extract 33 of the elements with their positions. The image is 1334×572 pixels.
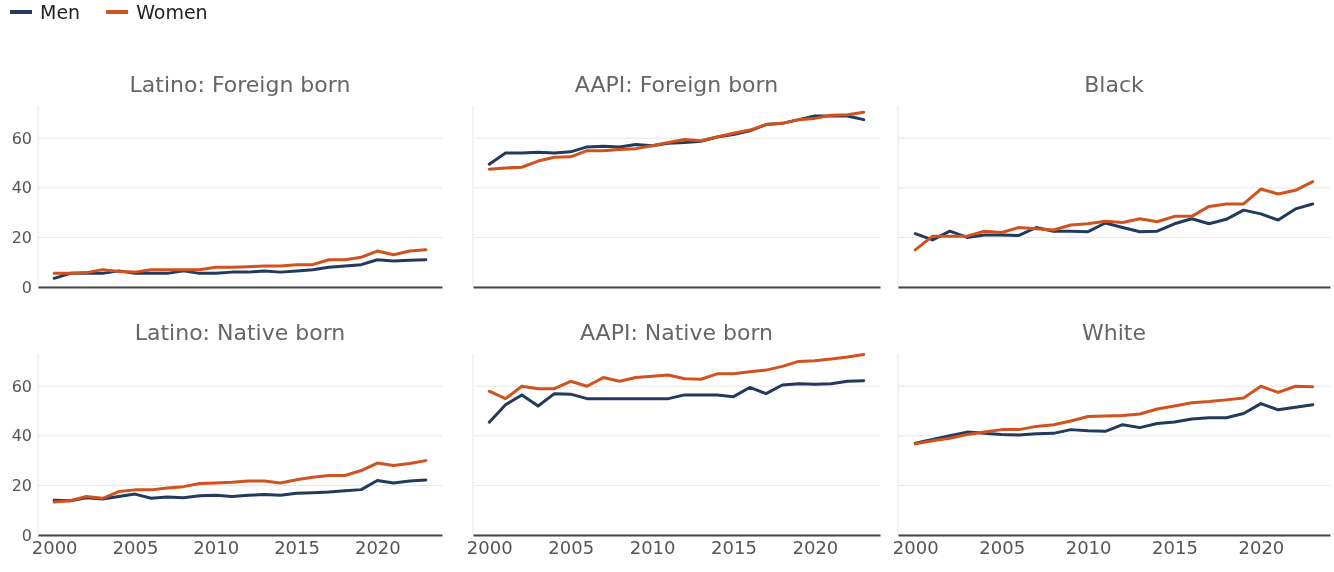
x-tick-label: 2015 bbox=[711, 537, 757, 559]
y-tick-label: 60 bbox=[11, 376, 32, 396]
chart-title: White bbox=[1082, 320, 1146, 345]
x-tick-label: 2015 bbox=[1152, 537, 1198, 559]
y-tick-label: 20 bbox=[11, 476, 32, 496]
x-tick-label: 2010 bbox=[1065, 537, 1112, 559]
legend-label: Women bbox=[136, 1, 208, 23]
chart-title: Latino: Foreign born bbox=[129, 72, 351, 97]
x-tick-label: 2000 bbox=[892, 537, 939, 559]
line-series bbox=[52, 459, 428, 504]
line-series bbox=[52, 248, 428, 275]
x-tick-label: 2005 bbox=[979, 537, 1026, 559]
x-tick-label: 2020 bbox=[354, 537, 401, 559]
y-tick-label: 0 bbox=[21, 525, 32, 545]
x-tick-label: 2010 bbox=[193, 537, 240, 559]
chart-title: Latino: Native born bbox=[134, 320, 346, 345]
y-tick-label: 0 bbox=[21, 277, 32, 297]
x-tick-label: 2020 bbox=[1238, 537, 1285, 559]
chart-title: AAPI: Native born bbox=[579, 320, 774, 345]
y-tick-label: 20 bbox=[11, 228, 32, 248]
x-tick-label: 2000 bbox=[466, 537, 513, 559]
x-tick-label: 2020 bbox=[792, 537, 839, 559]
x-tick-label: 2010 bbox=[629, 537, 676, 559]
x-tick-label: 2000 bbox=[31, 537, 78, 559]
y-tick-label: 60 bbox=[11, 128, 32, 148]
x-tick-label: 2015 bbox=[274, 537, 320, 559]
x-tick-label: 2005 bbox=[112, 537, 159, 559]
y-tick-label: 40 bbox=[11, 178, 32, 198]
chart-title: AAPI: Foreign born bbox=[574, 72, 779, 97]
x-tick-label: 2005 bbox=[548, 537, 595, 559]
legend-label: Men bbox=[40, 1, 81, 23]
chart-title: Black bbox=[1084, 72, 1145, 97]
y-tick-label: 40 bbox=[11, 426, 32, 446]
